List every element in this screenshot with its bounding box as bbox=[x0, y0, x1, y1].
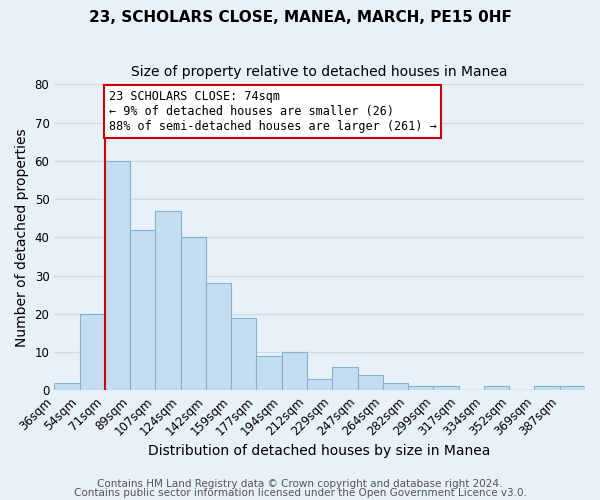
Text: Contains public sector information licensed under the Open Government Licence v3: Contains public sector information licen… bbox=[74, 488, 526, 498]
Bar bbox=[383, 382, 408, 390]
Bar bbox=[231, 318, 256, 390]
Bar bbox=[358, 375, 383, 390]
Text: Contains HM Land Registry data © Crown copyright and database right 2024.: Contains HM Land Registry data © Crown c… bbox=[97, 479, 503, 489]
Bar bbox=[484, 386, 509, 390]
Bar bbox=[408, 386, 433, 390]
Bar bbox=[130, 230, 155, 390]
Bar bbox=[332, 368, 358, 390]
Bar bbox=[206, 283, 231, 390]
Bar bbox=[155, 210, 181, 390]
Title: Size of property relative to detached houses in Manea: Size of property relative to detached ho… bbox=[131, 65, 508, 79]
Bar bbox=[256, 356, 282, 390]
Bar bbox=[105, 161, 130, 390]
Bar bbox=[535, 386, 560, 390]
X-axis label: Distribution of detached houses by size in Manea: Distribution of detached houses by size … bbox=[148, 444, 491, 458]
Y-axis label: Number of detached properties: Number of detached properties bbox=[15, 128, 29, 346]
Bar bbox=[560, 386, 585, 390]
Text: 23, SCHOLARS CLOSE, MANEA, MARCH, PE15 0HF: 23, SCHOLARS CLOSE, MANEA, MARCH, PE15 0… bbox=[89, 10, 511, 25]
Bar bbox=[54, 382, 80, 390]
Bar bbox=[181, 238, 206, 390]
Bar bbox=[80, 314, 105, 390]
Bar bbox=[433, 386, 458, 390]
Bar bbox=[282, 352, 307, 390]
Text: 23 SCHOLARS CLOSE: 74sqm
← 9% of detached houses are smaller (26)
88% of semi-de: 23 SCHOLARS CLOSE: 74sqm ← 9% of detache… bbox=[109, 90, 436, 133]
Bar bbox=[307, 378, 332, 390]
